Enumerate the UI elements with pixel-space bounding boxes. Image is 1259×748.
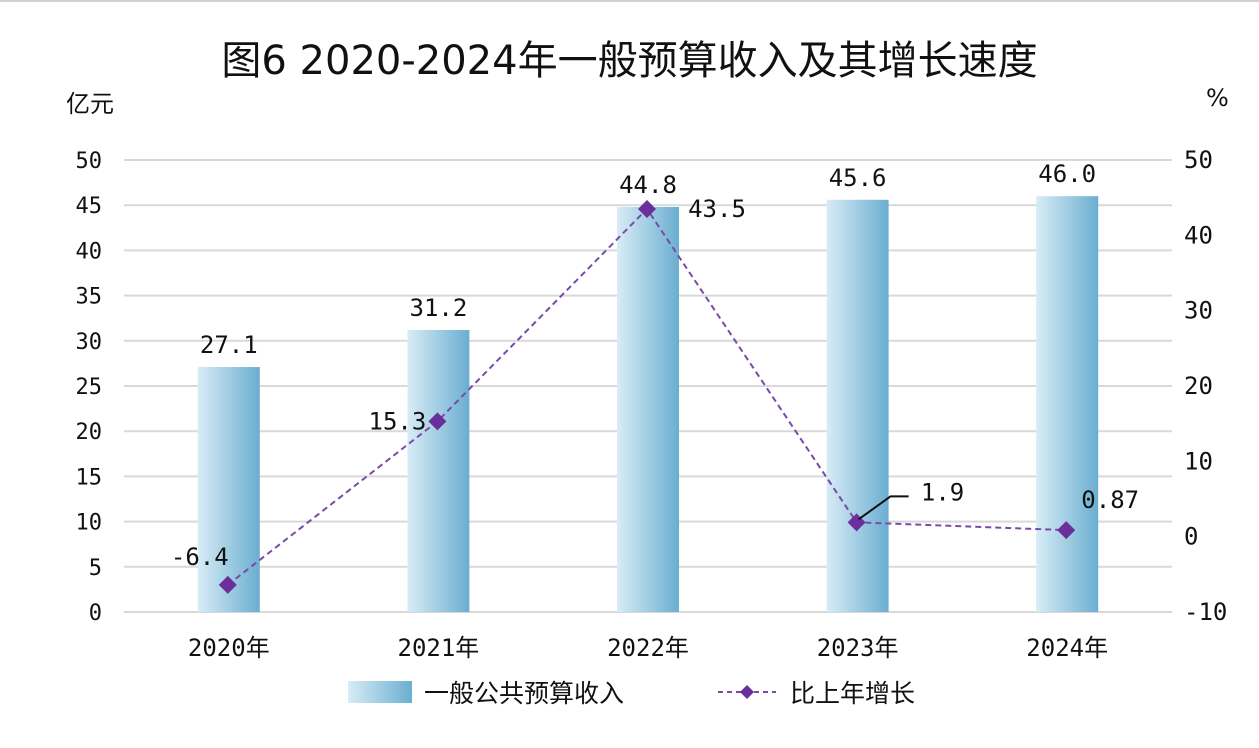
left-tick-label: 40: [76, 239, 103, 264]
right-tick-label: 40: [1184, 221, 1213, 249]
left-tick-label: 35: [76, 285, 103, 310]
right-tick-label: 20: [1184, 372, 1213, 400]
left-tick-label: 25: [76, 375, 103, 400]
legend-item-line: 比上年增长: [716, 674, 915, 710]
legend-line-label: 比上年增长: [790, 679, 916, 708]
left-axis-unit: 亿元: [66, 90, 114, 118]
bar-value-label: 44.8: [619, 171, 677, 199]
left-tick-label: 5: [89, 556, 102, 581]
bar-value-label: 27.1: [200, 331, 258, 359]
x-tick-label: 2024年: [1026, 634, 1108, 662]
bar: [1036, 196, 1099, 612]
legend-line-swatch: [718, 685, 776, 699]
right-tick-label: 30: [1184, 297, 1213, 325]
legend-bar-swatch: [348, 681, 412, 703]
growth-value-label: 1.9: [921, 478, 964, 506]
legend-bar-label: 一般公共预算收入: [424, 679, 625, 708]
right-tick-label: -10: [1184, 598, 1227, 626]
right-tick-label: 50: [1184, 146, 1213, 174]
bar-value-label: 45.6: [829, 164, 887, 192]
right-tick-label: 10: [1184, 447, 1213, 475]
left-tick-label: 0: [89, 601, 102, 626]
growth-value-label: -6.4: [171, 543, 229, 571]
growth-value-label: 43.5: [688, 195, 746, 223]
left-tick-label: 50: [76, 149, 103, 174]
x-tick-label: 2023年: [817, 634, 899, 662]
bar-value-label: 46.0: [1038, 160, 1096, 188]
left-tick-label: 45: [76, 194, 103, 219]
bar-value-label: 31.2: [410, 294, 468, 322]
growth-point: [1057, 521, 1076, 540]
bar: [407, 329, 470, 612]
growth-point: [638, 199, 656, 218]
growth-point: [428, 412, 447, 431]
growth-point: [218, 575, 237, 594]
left-tick-label: 10: [76, 511, 103, 536]
bar: [617, 207, 679, 612]
left-tick-label: 30: [76, 330, 103, 355]
right-axis-unit: %: [1206, 84, 1229, 112]
growth-value-label: 0.87: [1081, 486, 1139, 514]
left-tick-label: 20: [76, 420, 103, 445]
right-tick-label: 0: [1184, 523, 1198, 551]
left-tick-label: 15: [76, 465, 103, 490]
x-tick-label: 2022年: [607, 634, 689, 662]
chart-title: 图6 2020-2024年一般预算收入及其增长速度: [221, 38, 1038, 84]
x-tick-label: 2020年: [188, 634, 270, 662]
label-leader-line: [858, 495, 909, 521]
bar: [826, 199, 889, 612]
legend: 一般公共预算收入 比上年增长: [0, 674, 1259, 714]
x-tick-label: 2021年: [398, 634, 480, 662]
bar: [197, 367, 260, 612]
legend-item-bar: 一般公共预算收入: [348, 674, 624, 710]
growth-value-label: 15.3: [369, 407, 427, 435]
